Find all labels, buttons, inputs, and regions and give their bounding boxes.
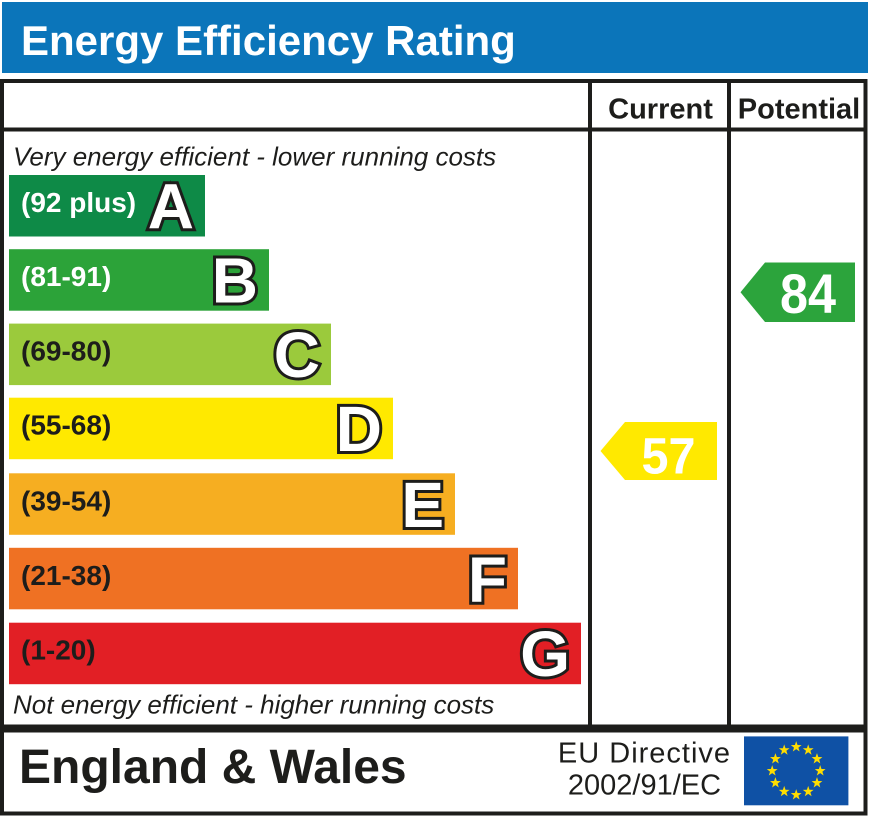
svg-text:A: A bbox=[148, 171, 194, 243]
svg-text:E: E bbox=[401, 469, 444, 541]
svg-text:Potential: Potential bbox=[738, 94, 860, 126]
svg-text:(21-38): (21-38) bbox=[21, 560, 111, 591]
svg-text:C: C bbox=[274, 319, 320, 391]
svg-text:B: B bbox=[212, 245, 258, 317]
svg-text:D: D bbox=[336, 393, 382, 465]
svg-text:G: G bbox=[520, 618, 570, 690]
svg-text:F: F bbox=[468, 543, 507, 615]
svg-text:84: 84 bbox=[780, 262, 836, 325]
svg-text:Very energy efficient - lower: Very energy efficient - lower running co… bbox=[13, 142, 496, 172]
svg-text:(69-80): (69-80) bbox=[21, 336, 111, 367]
svg-text:(39-54): (39-54) bbox=[21, 485, 111, 516]
svg-text:2002/91/EC: 2002/91/EC bbox=[568, 770, 721, 802]
svg-text:(81-91): (81-91) bbox=[21, 261, 111, 292]
svg-text:Current: Current bbox=[608, 94, 713, 126]
svg-text:(92 plus): (92 plus) bbox=[21, 187, 136, 218]
svg-text:Not energy efficient - higher: Not energy efficient - higher running co… bbox=[13, 690, 494, 720]
svg-text:England & Wales: England & Wales bbox=[19, 741, 407, 794]
svg-text:(55-68): (55-68) bbox=[21, 410, 111, 441]
svg-text:EU Directive: EU Directive bbox=[558, 738, 731, 770]
svg-text:57: 57 bbox=[642, 428, 696, 485]
svg-text:Energy Efficiency Rating: Energy Efficiency Rating bbox=[21, 17, 516, 64]
svg-text:(1-20): (1-20) bbox=[21, 635, 96, 666]
